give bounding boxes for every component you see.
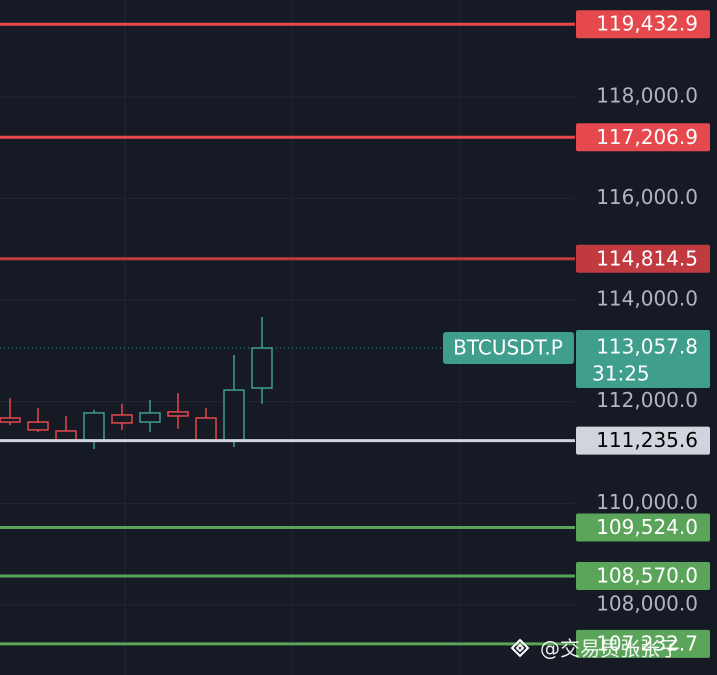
candle-body [0,417,21,423]
symbol-tag [443,332,574,365]
candle-body [111,414,133,424]
price-level-label: 119,432.9 [596,12,698,36]
y-tick-label: 112,000.0 [596,388,698,412]
price-level-label: 111,235.6 [596,428,698,452]
price-level-label: 109,524.0 [596,515,698,539]
candle-body [251,347,273,389]
price-level-label: 117,206.9 [596,125,698,149]
price-level-label: 107,232.7 [596,631,698,655]
candle-body [167,411,189,417]
countdown-label: 31:25 [592,362,650,386]
price-level-box [576,513,710,542]
price-level-label: 108,570.0 [596,563,698,587]
price-level-label: 114,814.5 [596,246,698,270]
candle-body [195,417,217,442]
y-tick-label: 116,000.0 [596,185,698,209]
current-price-label: 113,057.8 [596,335,698,359]
watermark-icon [510,638,530,658]
candle-body [27,421,49,431]
price-level-box [576,244,710,273]
price-level-box [576,10,710,39]
price-level-box [576,123,710,152]
candle-body [83,412,105,442]
current-price-box [576,330,710,389]
price-level-box [576,561,710,590]
y-tick-label: 110,000.0 [596,490,698,514]
candle-body [139,412,161,423]
price-level-box [576,629,710,658]
symbol-label: BTCUSDT.P [453,336,563,360]
y-tick-label: 114,000.0 [596,287,698,311]
y-tick-label: 118,000.0 [596,84,698,108]
watermark-text: @交易员张张子 [540,637,680,661]
watermark: @交易员张张子 [510,637,680,661]
price-level-box [576,426,710,455]
candle-body [223,389,245,442]
y-tick-label: 108,000.0 [596,591,698,615]
